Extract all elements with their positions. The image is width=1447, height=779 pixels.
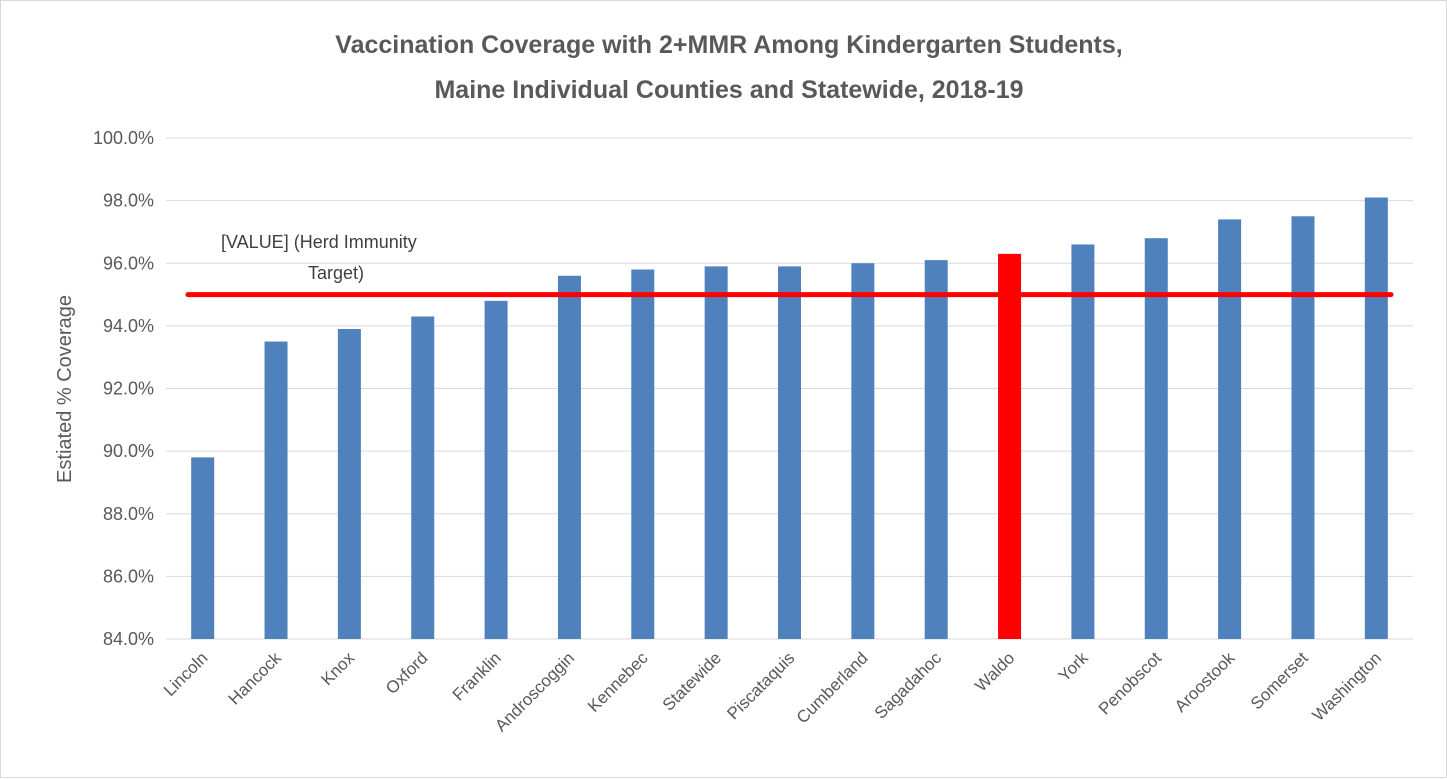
x-tick-label: Oxford xyxy=(382,648,432,698)
reference-label-line-2: Target) xyxy=(308,263,364,283)
bar-statewide xyxy=(704,266,728,639)
bar-oxford xyxy=(411,316,435,639)
bar-androscoggin xyxy=(557,275,581,639)
x-tick-label: Knox xyxy=(317,648,358,689)
x-tick-label: Kennebec xyxy=(584,648,652,716)
bar-kennebec xyxy=(631,269,655,639)
bar-aroostook xyxy=(1218,219,1242,639)
y-tick-label: 100.0% xyxy=(93,128,154,148)
bar-knox xyxy=(337,329,361,639)
x-tick-label: Statewide xyxy=(659,648,725,714)
chart-title-line-2: Maine Individual Counties and Statewide,… xyxy=(434,76,1023,104)
bar-waldo xyxy=(998,253,1022,639)
x-tick-label: Piscataquis xyxy=(723,648,798,723)
x-tick-label: Sagadahoc xyxy=(871,648,946,723)
x-axis-ticks: Lincoln Hancock Knox Oxford FranklinAndrosco… xyxy=(160,648,1385,735)
reference-label-line-1: [VALUE] (Herd Immunity xyxy=(221,232,417,252)
y-tick-label: 94.0% xyxy=(103,316,154,336)
bar-lincoln xyxy=(191,457,215,639)
x-tick-label: Washington xyxy=(1309,648,1385,724)
x-tick-label: Penobscot xyxy=(1095,648,1165,718)
x-tick-label: Hancock xyxy=(225,648,286,709)
y-tick-label: 84.0% xyxy=(103,629,154,649)
bar-somerset xyxy=(1291,216,1315,639)
y-tick-label: 90.0% xyxy=(103,441,154,461)
bar-york xyxy=(1071,244,1095,639)
bar-hancock xyxy=(264,341,288,639)
chart-title-line-1: Vaccination Coverage with 2+MMR Among Ki… xyxy=(335,31,1122,59)
y-tick-label: 92.0% xyxy=(103,379,154,399)
x-tick-label: Aroostook xyxy=(1171,648,1239,716)
bar-penobscot xyxy=(1144,238,1168,639)
bars xyxy=(191,197,1388,639)
bar-piscataquis xyxy=(778,266,801,639)
x-tick-label: Cumberland xyxy=(793,648,872,727)
bar-cumberland xyxy=(851,263,875,639)
y-tick-label: 86.0% xyxy=(103,566,154,586)
bar-washington xyxy=(1364,197,1388,639)
x-tick-label: York xyxy=(1055,648,1092,685)
x-tick-label: Waldo xyxy=(971,648,1018,695)
bar-franklin xyxy=(484,300,508,639)
y-tick-label: 88.0% xyxy=(103,504,154,524)
y-axis-ticks: 100.0% 98.0% 96.0% 94.0% 92.0% 90.0% 88.0% 86.0… xyxy=(93,128,154,649)
bar-sagadahoc xyxy=(924,260,948,639)
herd-immunity-line: [VALUE] (Herd Immunity Target) xyxy=(185,232,1394,298)
y-tick-label: 96.0% xyxy=(103,253,154,273)
x-tick-label: Somerset xyxy=(1247,648,1312,713)
x-tick-label: Lincoln xyxy=(160,648,212,700)
y-axis-label: Estiated % Coverage xyxy=(54,295,76,483)
y-tick-label: 98.0% xyxy=(103,191,154,211)
chart-title: Vaccination Coverage with 2+MMR Among Ki… xyxy=(335,31,1122,104)
x-tick-label: Franklin xyxy=(449,648,505,704)
